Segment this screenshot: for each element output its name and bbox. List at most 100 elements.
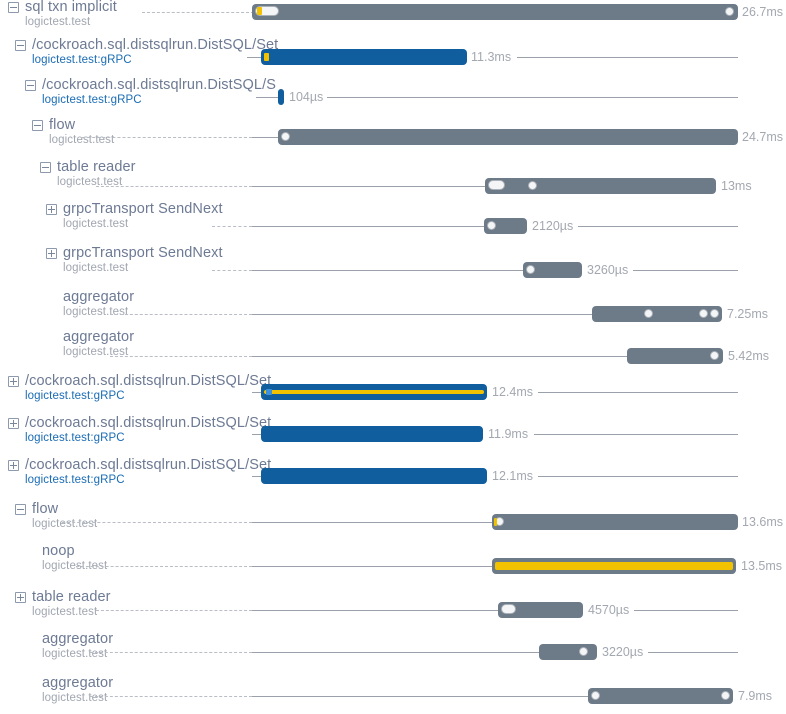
span-row[interactable]: aggregator logictest.test 5.42ms bbox=[0, 328, 786, 370]
collapse-toggle-icon[interactable] bbox=[32, 119, 43, 131]
collapse-toggle-icon[interactable] bbox=[8, 1, 19, 13]
span-track: 4570µs bbox=[0, 586, 786, 626]
collapse-toggle-icon[interactable] bbox=[15, 39, 26, 51]
span-label-block[interactable]: /cockroach.sql.distsqlrun.DistSQL/Set lo… bbox=[8, 414, 271, 454]
child-span-marker[interactable] bbox=[488, 180, 505, 190]
trail-line bbox=[538, 392, 738, 393]
span-operation-name: aggregator bbox=[42, 631, 114, 647]
log-marker-icon[interactable] bbox=[494, 518, 497, 526]
span-duration: 24.7ms bbox=[742, 130, 783, 144]
span-duration: 12.4ms bbox=[492, 385, 533, 399]
child-span-marker[interactable] bbox=[591, 691, 600, 700]
span-row[interactable]: aggregator logictest.test 3220µs bbox=[0, 628, 786, 668]
span-row[interactable]: /cockroach.sql.distsqlrun.DistSQL/S logi… bbox=[0, 76, 786, 118]
span-bar[interactable] bbox=[523, 262, 582, 278]
span-track: 24.7ms bbox=[0, 118, 786, 158]
log-marker-icon[interactable] bbox=[257, 7, 262, 15]
trail-line bbox=[578, 226, 738, 227]
leader-line bbox=[142, 12, 254, 13]
span-row[interactable]: /cockroach.sql.distsqlrun.DistSQL/Set lo… bbox=[0, 370, 786, 410]
child-span-marker[interactable] bbox=[644, 309, 653, 318]
collapse-toggle-icon[interactable] bbox=[40, 161, 51, 173]
expand-toggle-icon[interactable] bbox=[46, 203, 57, 215]
span-row[interactable]: noop logictest.test 13.5ms bbox=[0, 540, 786, 580]
child-span-marker[interactable] bbox=[579, 647, 588, 656]
collapse-toggle-icon[interactable] bbox=[25, 79, 36, 91]
collapse-toggle-icon[interactable] bbox=[15, 503, 26, 515]
span-label-block[interactable]: table reader logictest.test bbox=[40, 158, 136, 198]
span-bar[interactable] bbox=[592, 306, 722, 322]
span-duration: 104µs bbox=[289, 90, 324, 104]
span-row[interactable]: grpcTransport SendNext logictest.test 21… bbox=[0, 200, 786, 242]
expand-toggle-icon[interactable] bbox=[8, 375, 19, 387]
span-label-block[interactable]: aggregator logictest.test bbox=[46, 328, 134, 368]
span-bar[interactable] bbox=[261, 426, 483, 442]
span-bar[interactable] bbox=[627, 348, 723, 364]
span-bar[interactable] bbox=[278, 89, 284, 105]
span-label-block[interactable]: /cockroach.sql.distsqlrun.DistSQL/Set lo… bbox=[8, 372, 271, 412]
span-service-name: logictest.test bbox=[57, 176, 123, 188]
log-marker-icon[interactable] bbox=[264, 53, 269, 61]
span-row[interactable]: flow logictest.test 13.6ms bbox=[0, 498, 786, 538]
span-row[interactable]: /cockroach.sql.distsqlrun.DistSQL/Set lo… bbox=[0, 454, 786, 494]
child-span-marker[interactable] bbox=[528, 181, 537, 190]
span-bar[interactable] bbox=[485, 178, 716, 194]
span-label-block[interactable]: /cockroach.sql.distsqlrun.DistSQL/Set lo… bbox=[8, 456, 271, 496]
span-bar[interactable] bbox=[498, 602, 583, 618]
span-bar[interactable] bbox=[588, 688, 733, 704]
span-row[interactable]: /cockroach.sql.distsqlrun.DistSQL/Set lo… bbox=[0, 412, 786, 452]
child-span-marker[interactable] bbox=[725, 7, 734, 16]
span-bar[interactable] bbox=[252, 4, 738, 20]
span-row[interactable]: table reader logictest.test 4570µs bbox=[0, 586, 786, 626]
span-operation-name: /cockroach.sql.distsqlrun.DistSQL/Set bbox=[25, 457, 272, 473]
span-bar[interactable] bbox=[261, 384, 487, 400]
span-label-block[interactable]: aggregator logictest.test bbox=[25, 630, 113, 670]
span-bar[interactable] bbox=[539, 644, 597, 660]
trail-line bbox=[534, 434, 738, 435]
expand-toggle-icon[interactable] bbox=[46, 247, 57, 259]
span-label-block[interactable]: flow logictest.test bbox=[32, 116, 114, 156]
span-row[interactable]: aggregator logictest.test 7.9ms bbox=[0, 672, 786, 712]
span-label-block[interactable]: /cockroach.sql.distsqlrun.DistSQL/Set lo… bbox=[15, 36, 278, 76]
span-row[interactable]: sql txn implicit logictest.test 26.7ms bbox=[0, 0, 786, 40]
child-span-marker[interactable] bbox=[721, 691, 730, 700]
span-bar[interactable] bbox=[484, 218, 527, 234]
span-bar[interactable] bbox=[278, 129, 738, 145]
span-row[interactable]: grpcTransport SendNext logictest.test 32… bbox=[0, 244, 786, 286]
span-duration: 13ms bbox=[721, 179, 752, 193]
child-span-marker[interactable] bbox=[255, 6, 279, 16]
child-span-marker[interactable] bbox=[487, 221, 496, 230]
child-span-marker[interactable] bbox=[710, 351, 719, 360]
span-duration: 13.5ms bbox=[741, 559, 782, 573]
span-bar[interactable] bbox=[261, 468, 487, 484]
span-label-block[interactable]: noop logictest.test bbox=[25, 542, 107, 582]
child-span-marker[interactable] bbox=[266, 389, 272, 395]
span-row[interactable]: flow logictest.test 24.7ms bbox=[0, 116, 786, 158]
span-label-block[interactable]: grpcTransport SendNext logictest.test bbox=[46, 200, 223, 240]
span-duration: 7.25ms bbox=[727, 307, 768, 321]
trail-line bbox=[634, 610, 738, 611]
expand-toggle-icon[interactable] bbox=[8, 417, 19, 429]
span-operation-name: aggregator bbox=[42, 675, 114, 691]
span-label-block[interactable]: table reader logictest.test bbox=[15, 588, 111, 628]
child-span-marker[interactable] bbox=[710, 309, 719, 318]
child-span-marker[interactable] bbox=[699, 309, 708, 318]
span-label-block[interactable]: grpcTransport SendNext logictest.test bbox=[46, 244, 223, 284]
span-label-block[interactable]: /cockroach.sql.distsqlrun.DistSQL/S logi… bbox=[25, 76, 276, 116]
span-bar[interactable] bbox=[492, 558, 736, 574]
leader-line bbox=[212, 226, 252, 227]
expand-toggle-icon[interactable] bbox=[8, 459, 19, 471]
child-span-marker[interactable] bbox=[526, 265, 535, 274]
span-label-block[interactable]: aggregator logictest.test bbox=[46, 288, 134, 328]
span-bar[interactable] bbox=[492, 514, 738, 530]
span-label-block[interactable]: aggregator logictest.test bbox=[25, 674, 113, 714]
expand-toggle-icon[interactable] bbox=[15, 591, 26, 603]
span-row[interactable]: table reader logictest.test 13ms bbox=[0, 158, 786, 200]
span-label-block[interactable]: flow logictest.test bbox=[15, 500, 97, 540]
child-span-marker[interactable] bbox=[501, 604, 516, 614]
span-bar[interactable] bbox=[261, 49, 467, 65]
span-row[interactable]: /cockroach.sql.distsqlrun.DistSQL/Set lo… bbox=[0, 36, 786, 78]
span-label-block[interactable]: sql txn implicit logictest.test bbox=[8, 0, 117, 38]
span-row[interactable]: aggregator logictest.test 7.25ms bbox=[0, 288, 786, 330]
child-span-marker[interactable] bbox=[281, 132, 290, 141]
